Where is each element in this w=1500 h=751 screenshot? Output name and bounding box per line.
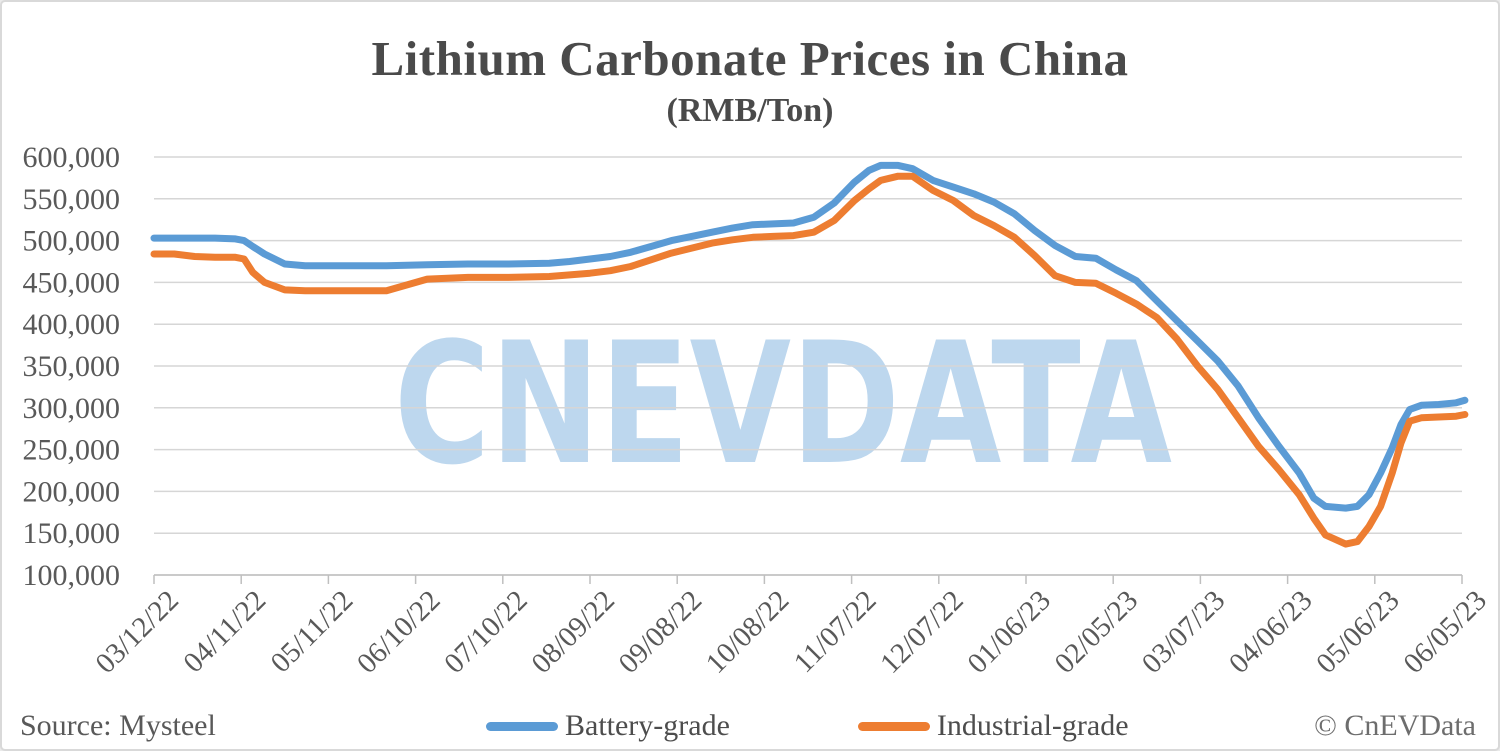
x-axis-label: 05/06/23 bbox=[1310, 584, 1406, 680]
legend-label-battery-grade: Battery-grade bbox=[565, 709, 730, 742]
chart-subtitle: (RMB/Ton) bbox=[666, 91, 834, 129]
y-axis-label: 600,000 bbox=[23, 141, 121, 174]
x-axis-label: 10/08/22 bbox=[700, 584, 796, 680]
y-axis-label: 450,000 bbox=[23, 266, 121, 299]
x-axis-label: 04/11/22 bbox=[177, 584, 272, 679]
x-axis-label: 12/07/22 bbox=[874, 584, 970, 680]
y-axis-label: 300,000 bbox=[23, 392, 121, 425]
y-axis-label: 500,000 bbox=[23, 225, 121, 258]
legend-item-industrial-grade: Industrial-grade bbox=[857, 709, 1129, 743]
legend-label-industrial-grade: Industrial-grade bbox=[936, 709, 1129, 742]
legend: Battery-grade Industrial-grade bbox=[486, 706, 1129, 746]
x-axis-label: 11/07/22 bbox=[788, 584, 883, 679]
x-axis-label: 02/05/23 bbox=[1049, 584, 1145, 680]
y-axis-label: 350,000 bbox=[23, 350, 121, 383]
title-block: Lithium Carbonate Prices in China (RMB/T… bbox=[2, 32, 1498, 129]
y-axis-label: 100,000 bbox=[23, 559, 121, 592]
x-axis-label: 04/06/23 bbox=[1223, 584, 1319, 680]
copyright: © CnEVData bbox=[1314, 709, 1476, 742]
x-axis-label: 07/10/22 bbox=[438, 584, 534, 680]
x-axis-label: 06/10/22 bbox=[351, 584, 447, 680]
industrial-grade-swatch bbox=[857, 721, 930, 731]
industrial-grade-line bbox=[150, 172, 1469, 548]
x-axis-label: 08/09/22 bbox=[525, 584, 621, 680]
y-axis-label: 150,000 bbox=[23, 517, 121, 550]
chart-title: Lithium Carbonate Prices in China bbox=[371, 31, 1129, 86]
watermark-text: CNEVDATA bbox=[394, 306, 1172, 502]
y-axis-label: 550,000 bbox=[23, 183, 121, 216]
x-axis-label: 03/12/22 bbox=[89, 584, 185, 680]
chart-source: Source: Mysteel bbox=[20, 709, 216, 742]
x-axis-label: 06/05/23 bbox=[1397, 584, 1493, 680]
x-axis-label: 05/11/22 bbox=[265, 584, 360, 679]
y-axis-label: 250,000 bbox=[23, 434, 121, 467]
y-axis-label: 200,000 bbox=[23, 475, 121, 508]
x-axis-label: 03/07/23 bbox=[1136, 584, 1232, 680]
battery-grade-swatch bbox=[486, 721, 558, 731]
y-axis-label: 400,000 bbox=[23, 308, 121, 341]
legend-item-battery-grade: Battery-grade bbox=[486, 709, 730, 743]
x-axis-label: 01/06/23 bbox=[961, 584, 1057, 680]
battery-grade-line bbox=[150, 161, 1469, 512]
x-axis-label: 09/08/22 bbox=[613, 584, 709, 680]
